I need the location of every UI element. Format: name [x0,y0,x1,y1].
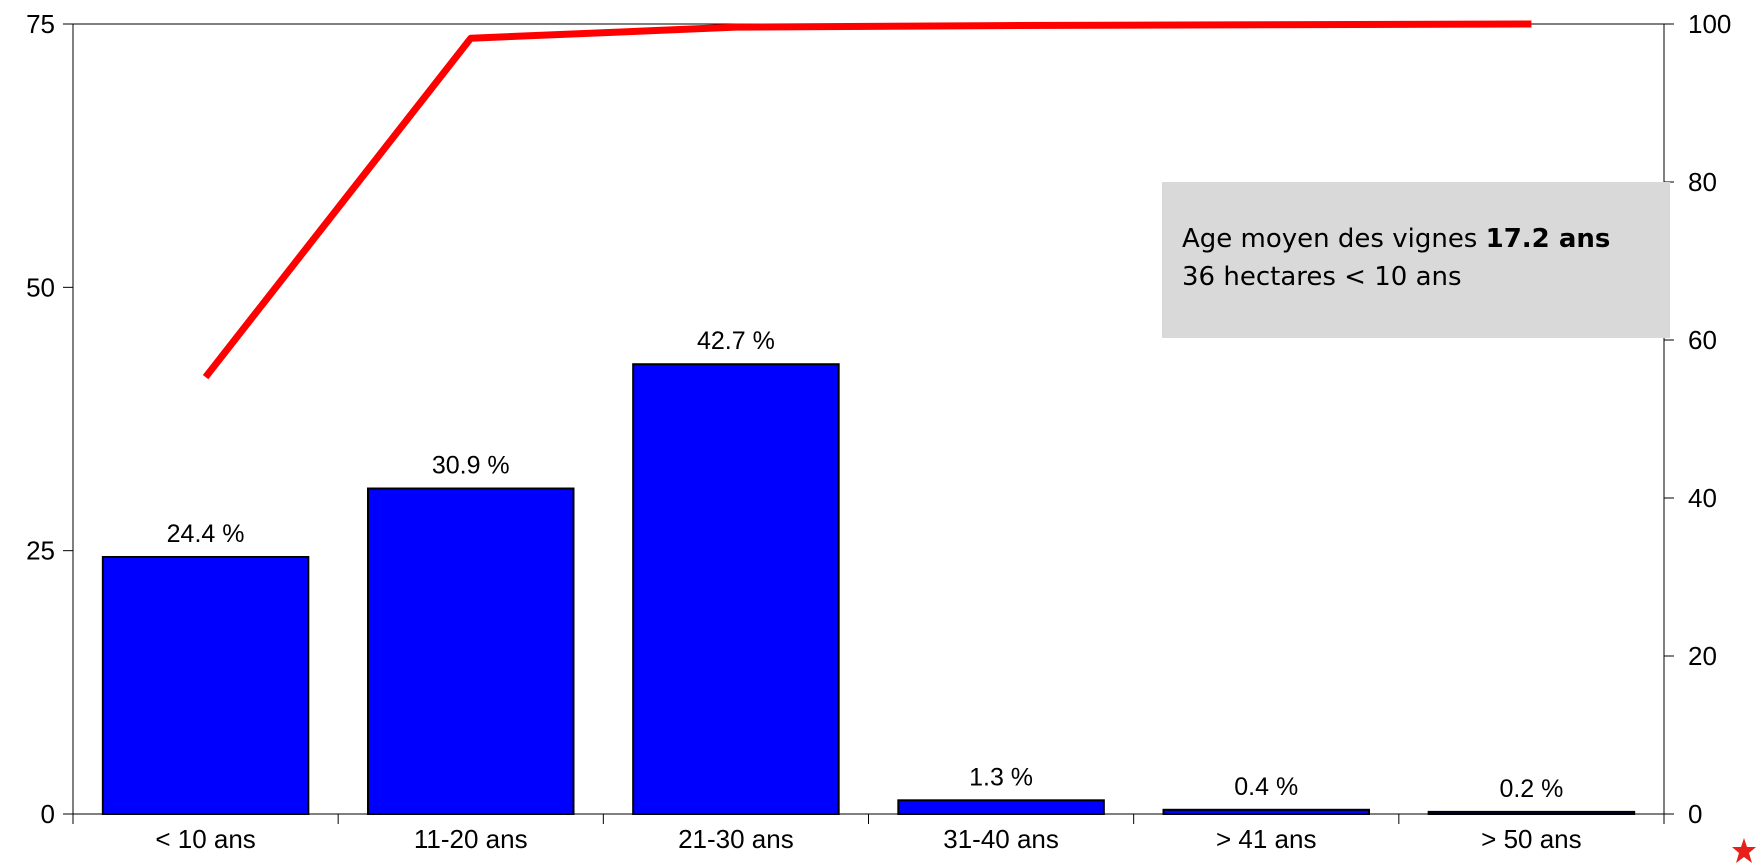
annotation-box: Age moyen des vignes 17.2 ans 36 hectare… [1162,182,1670,338]
right-axis-tick-label: 40 [1688,483,1717,513]
x-axis-category-label: > 41 ans [1216,824,1316,854]
annotation-line-2: 36 hectares < 10 ans [1182,262,1462,292]
left-axis-tick-label: 0 [41,799,55,829]
data-labels: 24.4 % 30.9 % 42.7 % 1.3 % 0.4 % 0.2 % [167,327,1564,803]
annotation-average-age: 17.2 ans [1485,224,1611,254]
left-axis-tick-label: 50 [26,272,55,302]
x-axis-category-label: 31-40 ans [943,824,1059,854]
annotation-line-1: Age moyen des vignes 17.2 ans [1182,220,1670,258]
x-axis-category-label: < 10 ans [155,824,255,854]
bar-data-label: 0.4 % [1234,773,1298,801]
annotation-line-1-text: Age moyen des vignes [1182,224,1486,254]
x-axis-category-label: > 50 ans [1481,824,1581,854]
bar-data-label: 42.7 % [697,327,775,355]
bar [1162,808,1371,816]
bar-data-label: 30.9 % [432,452,510,480]
bar [897,799,1105,815]
left-axis-tick-label: 25 [26,536,55,566]
right-axis-tick-label: 60 [1688,325,1717,355]
cumulative-series-line [202,20,1532,380]
right-axis-tick-label: 20 [1688,641,1717,671]
right-axis-tick-label: 100 [1688,9,1731,39]
x-axis-category-label: 11-20 ans [414,824,528,854]
x-axis-category-label: 21-30 ans [678,824,794,854]
bars [101,363,1636,816]
left-axis-tick-label: 75 [26,9,55,39]
bar-data-label: 1.3 % [969,763,1033,791]
right-axis-tick-label: 80 [1688,167,1717,197]
bar [1427,810,1636,815]
bar [101,555,310,816]
axes: 0 25 50 75 0 20 40 60 80 100 < 10 ans 11-20 ans 21-3… [26,9,1731,854]
bar-data-label: 24.4 % [167,520,245,548]
bar-data-label: 0.2 % [1499,775,1563,803]
logo-icon [1732,838,1756,863]
cumulative-line [202,20,1532,380]
right-axis-tick-label: 0 [1688,799,1702,829]
bar [366,487,575,815]
bar [632,363,840,815]
